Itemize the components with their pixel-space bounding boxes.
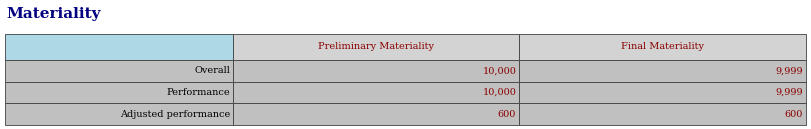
Text: Final Materiality: Final Materiality	[621, 42, 704, 51]
Text: 600: 600	[498, 110, 517, 119]
Bar	[519, 60, 806, 82]
Text: Performance: Performance	[166, 88, 230, 97]
Text: 600: 600	[784, 110, 803, 119]
Text: 9,999: 9,999	[775, 66, 803, 75]
Bar	[5, 82, 234, 103]
Bar	[5, 60, 234, 82]
Bar	[519, 82, 806, 103]
Bar	[5, 34, 234, 60]
Text: Materiality: Materiality	[6, 7, 101, 21]
Bar	[519, 34, 806, 60]
Bar	[5, 103, 234, 125]
Bar	[519, 103, 806, 125]
Bar	[234, 82, 519, 103]
Bar	[234, 60, 519, 82]
Bar	[234, 34, 519, 60]
Text: Overall: Overall	[195, 66, 230, 75]
Text: Preliminary Materiality: Preliminary Materiality	[318, 42, 434, 51]
Text: 10,000: 10,000	[483, 88, 517, 97]
Text: 9,999: 9,999	[775, 88, 803, 97]
Text: 10,000: 10,000	[483, 66, 517, 75]
Bar	[234, 103, 519, 125]
Text: Adjusted performance: Adjusted performance	[120, 110, 230, 119]
